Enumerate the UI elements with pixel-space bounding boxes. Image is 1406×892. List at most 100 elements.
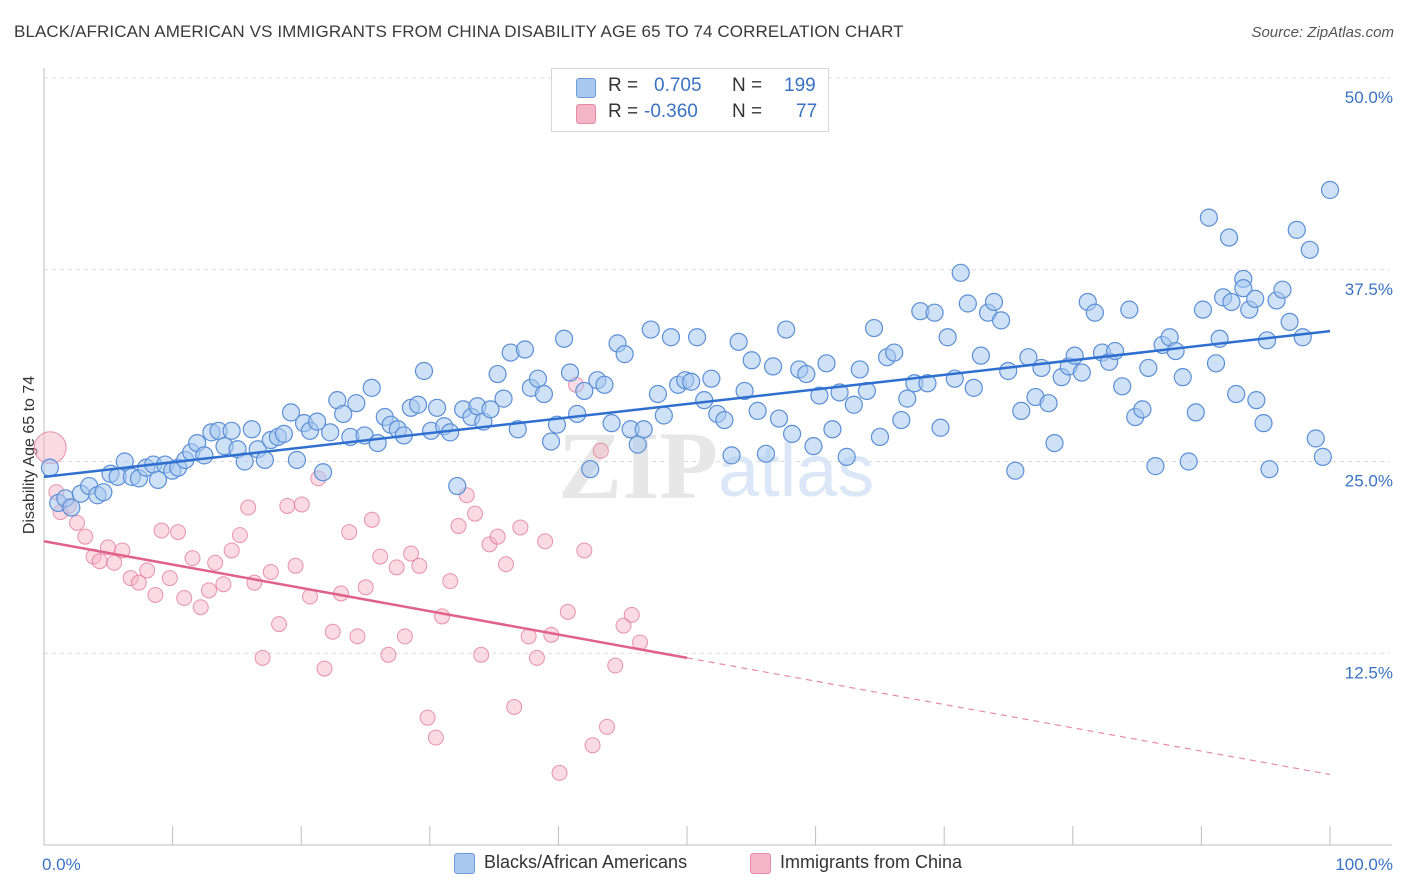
data-point-china <box>506 698 523 715</box>
bottom-legend-swatch-china <box>750 853 771 874</box>
data-point-black <box>850 360 869 379</box>
data-point-black <box>931 418 950 437</box>
data-point-china <box>576 542 593 559</box>
data-point-black <box>715 410 734 430</box>
data-point-black <box>321 423 340 442</box>
data-point-black <box>1260 460 1279 479</box>
data-point-black <box>287 450 307 470</box>
data-point-china <box>262 563 279 580</box>
data-point-black <box>958 294 977 313</box>
data-point-black <box>1039 394 1058 413</box>
data-point-black <box>1287 220 1306 239</box>
y-tick-label: 37.5% <box>1345 280 1393 299</box>
data-point-black <box>885 343 904 362</box>
legend-n-value: 199 <box>784 75 816 96</box>
data-point-china <box>372 548 389 565</box>
data-point-black <box>427 398 447 417</box>
data-point-black <box>864 318 884 338</box>
data-point-china <box>223 542 240 559</box>
data-point-black <box>641 320 660 339</box>
data-point-black <box>1300 240 1319 259</box>
china-points <box>33 376 648 781</box>
data-point-black <box>195 446 214 465</box>
data-point-black <box>804 437 823 456</box>
data-point-black <box>1085 303 1104 322</box>
data-point-black <box>408 395 428 414</box>
data-point-black <box>242 420 261 439</box>
data-point-black <box>870 427 890 447</box>
data-point-china <box>207 554 224 571</box>
data-point-black <box>654 406 673 425</box>
data-point-china <box>537 533 554 550</box>
data-point-china <box>200 582 217 599</box>
data-point-black <box>281 403 301 422</box>
data-point-china <box>411 557 428 574</box>
y-tick-label: 50.0% <box>1345 88 1393 107</box>
data-point-black <box>748 401 767 420</box>
data-point-black <box>560 363 580 382</box>
data-point-black <box>1273 280 1292 299</box>
data-point-black <box>648 384 668 404</box>
data-point-china <box>279 497 296 514</box>
data-point-black <box>1257 331 1277 350</box>
data-point-black <box>255 450 274 470</box>
data-point-china <box>450 517 467 534</box>
data-point-black <box>984 292 1004 312</box>
data-point-china <box>442 573 459 590</box>
y-tick-label: 25.0% <box>1345 472 1393 491</box>
data-point-china <box>551 764 568 781</box>
data-point-black <box>797 364 816 384</box>
data-point-black <box>687 328 707 347</box>
data-point-black <box>115 452 134 471</box>
data-point-china <box>427 729 444 746</box>
data-point-black <box>817 354 836 373</box>
data-point-china <box>512 519 529 536</box>
data-point-black <box>844 395 863 414</box>
data-point-black <box>508 420 527 439</box>
data-point-china <box>396 628 413 645</box>
data-point-black <box>1293 328 1312 347</box>
data-point-black <box>1222 292 1241 312</box>
legend-r-value: -0.360 <box>644 101 698 122</box>
data-point-black <box>999 361 1018 381</box>
data-point-black <box>362 378 381 397</box>
data-point-china <box>77 528 94 545</box>
data-point-black <box>414 361 434 381</box>
data-point-black <box>62 498 81 517</box>
data-point-china <box>139 562 156 579</box>
gridlines <box>44 77 1390 654</box>
data-point-black <box>1306 429 1325 448</box>
data-point-black <box>777 320 796 339</box>
data-point-black <box>918 374 937 393</box>
data-point-black <box>837 447 856 466</box>
data-point-china <box>215 576 232 593</box>
legend-swatch-black <box>576 78 596 98</box>
data-point-china <box>176 590 193 607</box>
bottom-legend-label-china: Immigrants from China <box>780 852 963 872</box>
bottom-legend-label-black: Blacks/African Americans <box>484 852 688 872</box>
legend-n-label: N = <box>732 75 763 96</box>
source-label: Source: ZipAtlas.com <box>1251 24 1394 41</box>
x-tick-label: 100.0% <box>1335 855 1393 874</box>
data-point-black <box>742 351 761 370</box>
data-point-black <box>595 375 614 394</box>
data-point-black <box>1219 228 1239 247</box>
data-point-black <box>964 378 983 397</box>
data-point-black <box>1206 354 1226 373</box>
data-point-black <box>756 444 776 463</box>
data-point-china <box>293 496 310 513</box>
y-tick-label: 12.5% <box>1345 663 1393 682</box>
data-point-black <box>1246 289 1265 308</box>
data-point-china <box>231 527 248 544</box>
data-point-china <box>184 550 201 567</box>
data-point-black <box>494 389 513 408</box>
data-point-black <box>1234 279 1253 298</box>
data-point-black <box>1199 208 1218 227</box>
data-point-china <box>528 649 545 666</box>
data-point-china <box>380 646 397 663</box>
legend-swatch-china <box>576 104 596 124</box>
data-point-china <box>130 574 147 591</box>
data-point-black <box>1146 457 1165 476</box>
data-point-china <box>287 557 304 574</box>
data-point-black <box>1133 400 1152 419</box>
